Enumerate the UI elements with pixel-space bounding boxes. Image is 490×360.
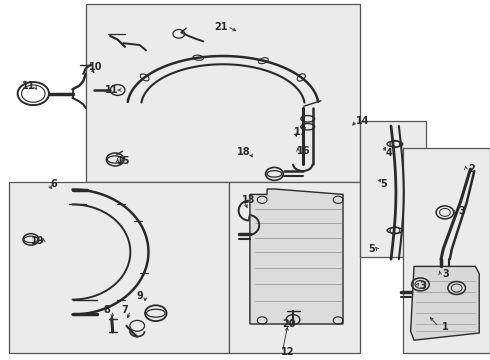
Text: 2: 2 (468, 164, 475, 174)
Text: 15: 15 (117, 156, 130, 166)
Bar (360, 121, 426, 257)
Text: 12: 12 (281, 347, 295, 357)
Text: 11: 11 (105, 85, 119, 95)
Text: 11: 11 (22, 81, 35, 91)
Bar (9, 182, 229, 353)
Text: 5: 5 (368, 244, 375, 254)
Bar (229, 182, 360, 353)
Text: 10: 10 (89, 62, 103, 72)
Text: 19: 19 (31, 236, 45, 246)
Text: 18: 18 (237, 147, 251, 157)
Text: 1: 1 (441, 322, 448, 332)
Bar (86, 4, 360, 182)
Text: 13: 13 (242, 195, 256, 205)
Text: 21: 21 (215, 22, 228, 32)
Text: 9: 9 (136, 291, 143, 301)
Text: 16: 16 (297, 146, 311, 156)
Text: 5: 5 (380, 179, 387, 189)
Bar (403, 148, 490, 353)
Polygon shape (411, 266, 479, 340)
Text: 14: 14 (356, 116, 369, 126)
Text: 20: 20 (282, 319, 296, 329)
Text: 6: 6 (50, 179, 57, 189)
Text: 7: 7 (121, 305, 128, 315)
Text: 4: 4 (385, 148, 392, 158)
Text: 3: 3 (419, 281, 426, 291)
Polygon shape (250, 189, 343, 324)
Text: 3: 3 (459, 206, 466, 216)
Text: 3: 3 (442, 269, 449, 279)
Text: 17: 17 (294, 127, 308, 138)
Text: 8: 8 (103, 305, 110, 315)
